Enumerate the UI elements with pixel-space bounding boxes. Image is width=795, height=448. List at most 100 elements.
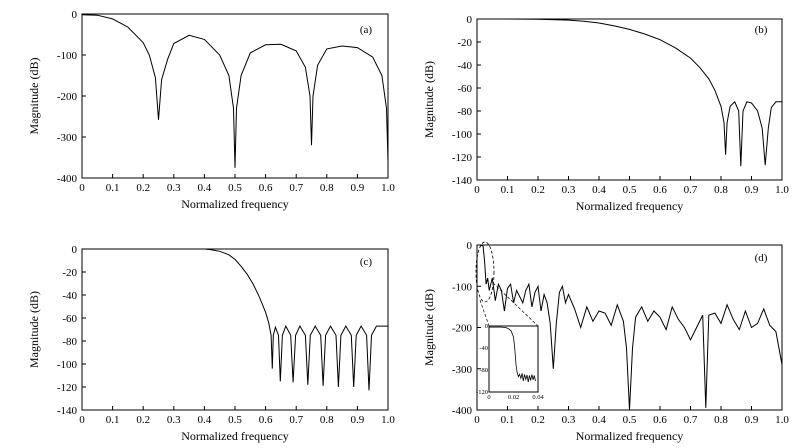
inset-series-line xyxy=(489,326,536,383)
y-tick-label: -40 xyxy=(62,290,77,302)
y-tick-label: -100 xyxy=(452,129,473,141)
x-tick-label: 0.4 xyxy=(198,414,212,426)
x-tick-label: 0.8 xyxy=(320,182,334,194)
x-axis-label: Normalized frequency xyxy=(181,429,289,443)
y-tick-label: -300 xyxy=(57,132,78,144)
x-axis-label: Normalized frequency xyxy=(576,429,684,443)
y-tick-label: 0 xyxy=(467,14,473,26)
inset-x-tick-label: 0 xyxy=(487,394,490,401)
x-tick-label: 0.3 xyxy=(167,414,181,426)
inset-x-tick-label: 0.04 xyxy=(532,394,544,401)
inset: 0 0.02 0.04 0 -40 -80 -120 xyxy=(476,323,544,401)
series-line xyxy=(81,14,389,168)
x-tick-label: 0.1 xyxy=(106,182,120,194)
x-tick-label: 0.2 xyxy=(531,414,545,426)
x-tick-label: 0.7 xyxy=(684,184,698,196)
x-tick-label: 0.6 xyxy=(259,414,273,426)
y-tick-label: 0 xyxy=(467,240,473,252)
y-tick-label: -20 xyxy=(457,37,472,49)
y-tick-label: -200 xyxy=(57,91,78,103)
panel-d: 0 0.1 0.2 0.3 0.4 0.5 0.6 0.7 0.8 0.9 1.0 0 -100 -200… xyxy=(422,240,789,443)
x-tick-label: 0.5 xyxy=(228,182,242,194)
y-tick-label: -140 xyxy=(452,175,473,187)
x-tick-label: 0.6 xyxy=(259,182,273,194)
x-tick-label: 0.6 xyxy=(653,184,667,196)
inset-y-tick-label: 0 xyxy=(485,323,488,330)
x-tick-label: 0.7 xyxy=(289,414,303,426)
y-tick-label: -100 xyxy=(57,50,78,62)
y-axis-label: Magnitude (dB) xyxy=(27,291,41,368)
x-tick-label: 0.1 xyxy=(106,414,120,426)
series-line xyxy=(477,18,782,167)
y-tick-label: -80 xyxy=(457,106,472,118)
y-tick-label: 0 xyxy=(72,9,78,21)
panel-label: (d) xyxy=(755,252,768,264)
x-tick-label: 0.1 xyxy=(501,414,515,426)
y-tick-label: -140 xyxy=(57,405,78,417)
x-tick-label: 0.5 xyxy=(623,184,637,196)
x-tick-label: 0.2 xyxy=(531,184,545,196)
inset-x-tick-label: 0.02 xyxy=(508,394,519,401)
x-tick-label: 1.0 xyxy=(775,414,789,426)
y-axis-label: Magnitude (dB) xyxy=(422,289,436,366)
plot-frame xyxy=(81,248,389,411)
x-tick-label: 0.8 xyxy=(714,414,728,426)
inset-frame xyxy=(488,325,539,393)
panel-a: 0 0.1 0.2 0.3 0.4 0.5 0.6 0.7 0.8 0.9 1.0 0 -100 -200… xyxy=(27,9,395,211)
x-tick-label: 1.0 xyxy=(775,184,789,196)
y-tick-label: -100 xyxy=(452,281,473,293)
zoom-connector xyxy=(479,299,490,327)
x-tick-label: 0.9 xyxy=(351,182,365,194)
x-tick-label: 0.2 xyxy=(136,182,150,194)
panel-label: (b) xyxy=(755,24,768,36)
y-tick-label: -120 xyxy=(57,382,78,394)
panel-b: 0 0.1 0.2 0.3 0.4 0.5 0.6 0.7 0.8 0.9 1.0 0 -20 -40 -6… xyxy=(422,14,789,213)
x-tick-label: 0.8 xyxy=(714,184,728,196)
panel-c: 0 0.1 0.2 0.3 0.4 0.5 0.6 0.7 0.8 0.9 1.0 0 -20 -40 -6… xyxy=(27,244,395,443)
inset-y-tick-label: -120 xyxy=(476,389,488,396)
x-tick-label: 0.8 xyxy=(320,414,334,426)
y-tick-label: -60 xyxy=(62,313,77,325)
x-tick-label: 0.2 xyxy=(136,414,150,426)
x-tick-label: 0.9 xyxy=(351,414,365,426)
y-tick-label: -20 xyxy=(62,267,77,279)
x-tick-label: 0.9 xyxy=(745,184,759,196)
zoom-connector xyxy=(492,282,539,327)
panel-label: (c) xyxy=(360,256,373,268)
y-tick-label: -400 xyxy=(57,173,78,185)
y-axis-label: Magnitude (dB) xyxy=(422,61,436,138)
series-line xyxy=(82,248,388,391)
x-axis-label: Normalized frequency xyxy=(181,197,289,211)
x-tick-label: 0 xyxy=(79,182,85,194)
x-tick-label: 0.7 xyxy=(289,182,303,194)
series-line xyxy=(477,244,783,411)
y-tick-label: -400 xyxy=(452,405,473,417)
y-tick-label: -40 xyxy=(457,60,472,72)
x-tick-label: 0.4 xyxy=(198,182,212,194)
x-tick-label: 0.3 xyxy=(562,414,576,426)
inset-y-tick-label: -40 xyxy=(479,345,488,352)
x-axis-label: Normalized frequency xyxy=(576,199,684,213)
x-tick-label: 0.5 xyxy=(623,414,637,426)
x-tick-label: 0.4 xyxy=(592,414,606,426)
x-tick-label: 0.9 xyxy=(745,414,759,426)
y-tick-label: 0 xyxy=(72,244,78,256)
y-tick-label: -100 xyxy=(57,359,78,371)
plot-frame xyxy=(476,18,783,181)
y-tick-label: -200 xyxy=(452,323,473,335)
x-tick-label: 0.4 xyxy=(592,184,606,196)
y-axis-label: Magnitude (dB) xyxy=(27,58,41,135)
x-tick-label: 0.3 xyxy=(562,184,576,196)
y-tick-label: -120 xyxy=(452,152,473,164)
x-tick-label: 0.7 xyxy=(684,414,698,426)
x-tick-label: 0.3 xyxy=(167,182,181,194)
x-tick-label: 1.0 xyxy=(381,182,395,194)
y-tick-label: -80 xyxy=(62,336,77,348)
zoom-ellipse xyxy=(475,241,495,303)
x-tick-label: 0 xyxy=(474,414,480,426)
y-tick-label: -60 xyxy=(457,83,472,95)
y-tick-label: -300 xyxy=(452,364,473,376)
x-tick-label: 0.5 xyxy=(228,414,242,426)
x-tick-label: 0.1 xyxy=(501,184,515,196)
